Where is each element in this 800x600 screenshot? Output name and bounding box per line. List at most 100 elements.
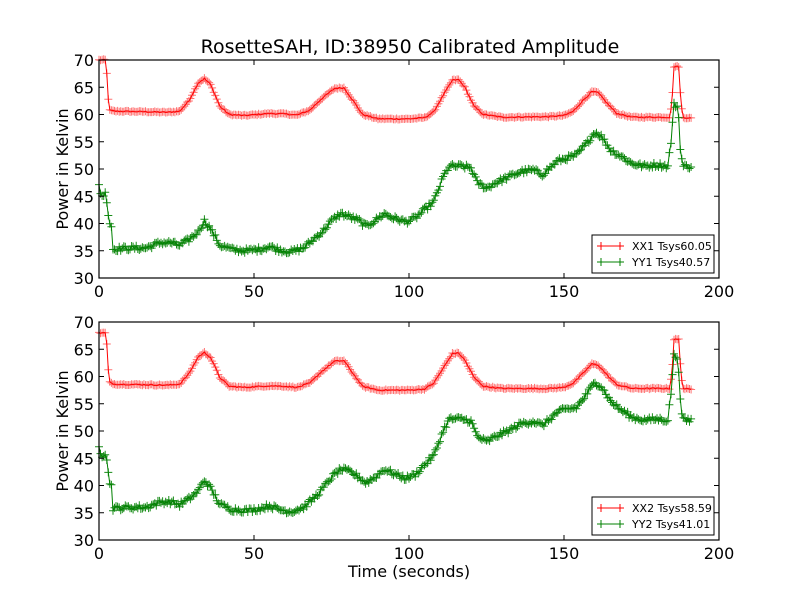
data-point-marker: [363, 111, 372, 120]
y-tick-label: 35: [74, 504, 94, 523]
data-point-marker: [467, 367, 475, 376]
data-point-marker: [442, 423, 451, 432]
data-point-marker: [665, 400, 674, 409]
data-point-marker: [460, 82, 469, 91]
data-point-marker: [676, 88, 685, 97]
data-point-marker: [102, 340, 111, 348]
data-point-marker: [539, 171, 548, 180]
data-point-marker: [601, 369, 610, 378]
data-point-marker: [575, 100, 584, 109]
data-point-marker: [301, 108, 310, 117]
data-point-marker: [363, 477, 372, 485]
data-point-marker: [674, 368, 683, 377]
subplot-bottom: 0 50 100 150 200 30 35 40 45 50 55 60 65 70 Power in …: [53, 313, 734, 581]
data-point-marker: [301, 380, 310, 389]
data-point-marker: [470, 424, 479, 433]
data-point-marker: [248, 508, 257, 516]
data-point-marker: [665, 385, 674, 394]
data-point-marker: [104, 365, 113, 374]
data-point-marker: [432, 444, 441, 452]
legend-bottom: XX2 Tsys58.59 YY2 Tsys41.01: [591, 496, 715, 536]
data-point-marker: [101, 188, 110, 197]
data-point-marker: [347, 368, 356, 376]
data-point-marker: [665, 148, 674, 157]
data-point-marker: [687, 385, 696, 394]
data-point-marker: [302, 502, 311, 511]
data-point-marker: [327, 475, 336, 483]
data-point-marker: [611, 401, 620, 410]
data-point-marker: [518, 165, 527, 174]
data-point-marker: [428, 198, 437, 207]
data-point-marker: [105, 479, 114, 488]
legend-label: YY1 Tsys40.57: [631, 256, 710, 269]
y-tick-label: 45: [74, 187, 94, 206]
data-point-marker: [673, 62, 682, 70]
series-layer-top: [95, 55, 696, 258]
data-point-marker: [431, 105, 440, 114]
y-tick-label: 40: [74, 215, 94, 234]
data-point-marker: [308, 237, 317, 246]
data-point-marker: [201, 478, 210, 487]
data-point-marker: [436, 97, 444, 106]
data-point-marker: [347, 95, 356, 104]
data-point-marker: [687, 113, 696, 122]
data-point-marker: [471, 427, 480, 436]
data-point-marker: [429, 107, 438, 116]
data-point-marker: [674, 113, 683, 122]
data-point-marker: [676, 145, 685, 154]
data-point-marker: [583, 92, 592, 101]
data-point-marker: [377, 213, 386, 222]
data-point-marker: [254, 243, 263, 252]
data-point-marker: [462, 359, 471, 367]
data-point-marker: [191, 84, 200, 93]
data-point-marker: [595, 90, 604, 99]
data-point-marker: [586, 136, 595, 145]
data-point-marker: [456, 77, 465, 86]
data-point-marker: [487, 433, 496, 442]
data-point-marker: [677, 104, 686, 113]
data-point-marker: [662, 417, 671, 426]
data-point-marker: [685, 164, 694, 173]
y-tick-label: 40: [74, 477, 94, 496]
data-point-marker: [188, 492, 196, 501]
data-point-marker: [355, 215, 364, 223]
data-point-marker: [459, 354, 468, 362]
series-markers: [95, 328, 696, 395]
x-tick-label: 200: [704, 282, 735, 301]
data-point-marker: [606, 396, 615, 405]
legend-item: XX1 Tsys60.05: [597, 240, 712, 253]
data-point-marker: [232, 244, 241, 253]
y-tick-label: 70: [74, 51, 94, 70]
data-point-marker: [180, 102, 189, 111]
x-tick-label: 150: [549, 282, 580, 301]
data-point-marker: [152, 501, 161, 510]
data-point-marker: [325, 87, 334, 96]
data-point-marker: [598, 93, 607, 102]
data-point-marker: [186, 234, 195, 242]
data-point-marker: [598, 135, 607, 144]
data-point-marker: [459, 81, 468, 90]
data-point-marker: [445, 80, 454, 89]
data-point-marker: [372, 474, 381, 482]
data-point-marker: [665, 113, 674, 122]
series-markers: [95, 98, 696, 258]
data-point-marker: [575, 146, 584, 155]
data-point-marker: [104, 95, 113, 104]
data-point-marker: [667, 375, 675, 384]
data-point-marker: [687, 163, 696, 171]
data-point-marker: [104, 468, 113, 477]
y-tick-label: 60: [74, 106, 94, 125]
legend-item: YY2 Tsys41.01: [597, 518, 710, 531]
data-point-marker: [667, 390, 675, 399]
data-point-marker: [208, 83, 217, 92]
data-point-marker: [512, 424, 520, 433]
data-point-marker: [394, 216, 403, 225]
data-point-marker: [471, 172, 480, 181]
data-point-marker: [184, 369, 193, 378]
series-yy2: [95, 349, 696, 518]
data-point-marker: [431, 445, 440, 454]
data-point-marker: [436, 437, 444, 446]
data-point-marker: [192, 230, 201, 239]
data-point-marker: [532, 165, 541, 174]
data-point-marker: [663, 161, 672, 170]
